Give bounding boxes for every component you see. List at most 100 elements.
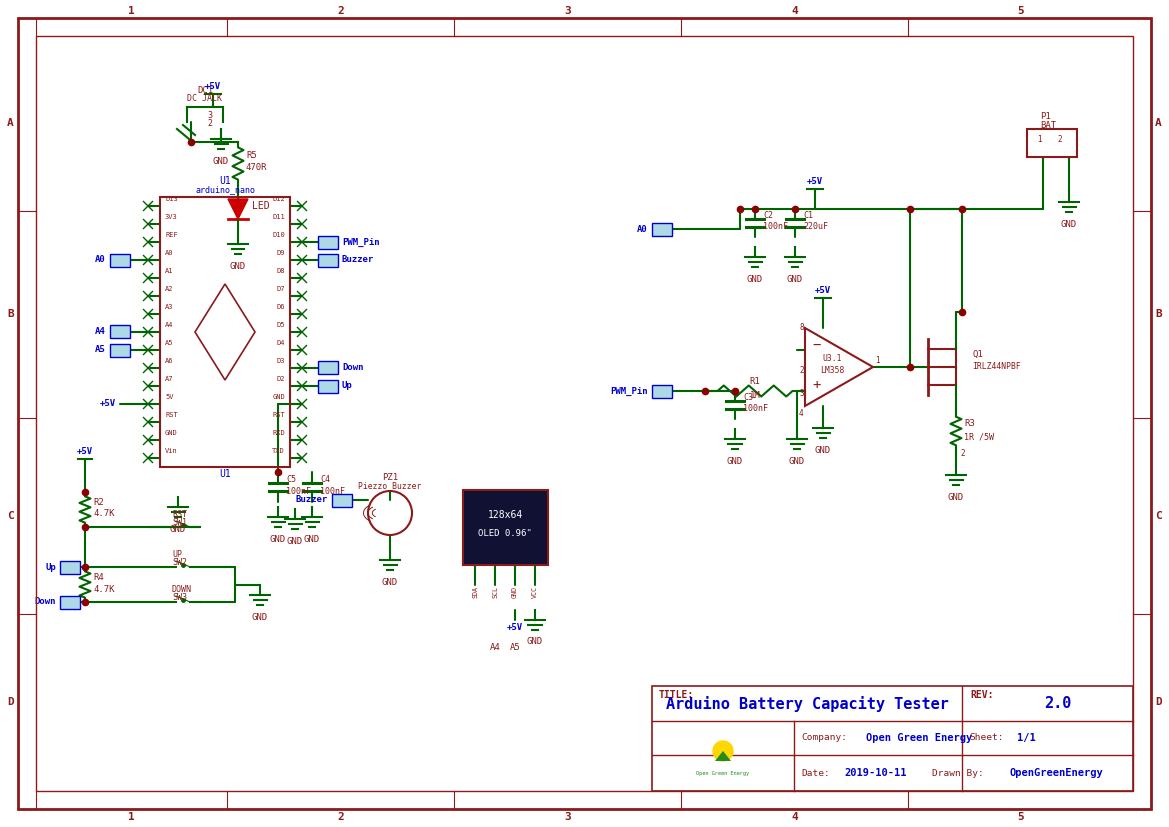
Text: 3: 3 xyxy=(565,6,570,16)
Text: TITLE:: TITLE: xyxy=(659,690,694,700)
Text: Down: Down xyxy=(343,364,364,372)
Text: OpenGreenEnergy: OpenGreenEnergy xyxy=(1009,768,1102,778)
Text: A5: A5 xyxy=(510,643,520,652)
Text: Company:: Company: xyxy=(801,734,848,743)
Text: A: A xyxy=(1155,118,1162,128)
Text: A1: A1 xyxy=(165,268,173,274)
Text: 2: 2 xyxy=(1057,135,1061,144)
Text: D13: D13 xyxy=(165,196,178,202)
Text: A4: A4 xyxy=(165,322,173,328)
Text: D7: D7 xyxy=(277,286,285,292)
Text: arduino_nano: arduino_nano xyxy=(195,185,255,194)
Text: 100nF: 100nF xyxy=(286,487,311,496)
Text: 100nF: 100nF xyxy=(320,487,345,496)
Text: 5V: 5V xyxy=(165,394,173,400)
Text: Buzzer: Buzzer xyxy=(343,256,374,265)
Text: +5V: +5V xyxy=(807,177,823,186)
Text: RST: RST xyxy=(172,510,187,519)
Text: GND: GND xyxy=(253,613,268,622)
Text: LED: LED xyxy=(253,201,270,211)
Text: A4: A4 xyxy=(490,643,500,652)
Text: 1R /5W: 1R /5W xyxy=(964,432,994,441)
Bar xyxy=(110,326,130,338)
Text: PWM_Pin: PWM_Pin xyxy=(343,237,380,246)
Text: A2: A2 xyxy=(165,286,173,292)
Text: 220uF: 220uF xyxy=(803,222,828,231)
Bar xyxy=(60,595,79,609)
Text: Down: Down xyxy=(35,597,56,606)
Bar xyxy=(652,222,672,236)
Text: D11: D11 xyxy=(272,214,285,220)
Text: GND: GND xyxy=(382,578,399,587)
Text: D8: D8 xyxy=(277,268,285,274)
Text: 2: 2 xyxy=(337,6,344,16)
Text: C4: C4 xyxy=(320,475,330,484)
Text: U1: U1 xyxy=(219,469,230,479)
Text: A0: A0 xyxy=(95,256,106,265)
Text: 4: 4 xyxy=(798,409,803,418)
Text: C: C xyxy=(1155,510,1162,521)
Text: Vin: Vin xyxy=(165,448,178,454)
Bar xyxy=(1028,129,1077,157)
Text: +: + xyxy=(812,378,821,392)
Text: +5V: +5V xyxy=(77,447,94,456)
Bar xyxy=(652,686,1133,791)
Text: 2019-10-11: 2019-10-11 xyxy=(844,768,906,778)
Bar xyxy=(110,254,130,266)
Text: D2: D2 xyxy=(277,376,285,382)
Text: C5: C5 xyxy=(286,475,296,484)
Text: 128x64: 128x64 xyxy=(487,510,523,520)
Text: PZ1: PZ1 xyxy=(382,473,399,482)
Text: B: B xyxy=(1155,309,1162,319)
Text: R1: R1 xyxy=(749,377,760,386)
Text: 5: 5 xyxy=(1017,6,1024,16)
Text: U3.1: U3.1 xyxy=(822,354,842,363)
Text: D: D xyxy=(7,697,14,707)
Text: Arduino Battery Capacity Tester: Arduino Battery Capacity Tester xyxy=(665,696,948,711)
Text: DC1: DC1 xyxy=(196,86,213,95)
Text: SW3: SW3 xyxy=(172,593,187,602)
Text: GND: GND xyxy=(727,457,743,466)
Text: LM358: LM358 xyxy=(819,366,844,375)
Text: 1: 1 xyxy=(129,6,134,16)
Text: OLED 0.96": OLED 0.96" xyxy=(478,528,532,538)
Text: D12: D12 xyxy=(272,196,285,202)
Text: Open Green Energy: Open Green Energy xyxy=(866,733,973,743)
Text: SW1: SW1 xyxy=(172,518,187,527)
Text: 5: 5 xyxy=(1017,811,1024,821)
Bar xyxy=(332,494,352,506)
Text: Open Green Energy: Open Green Energy xyxy=(697,772,749,777)
Text: BAT: BAT xyxy=(1040,121,1056,130)
Text: C: C xyxy=(7,510,14,521)
Text: −: − xyxy=(812,338,821,352)
Text: GND: GND xyxy=(512,586,518,599)
Text: C1: C1 xyxy=(803,211,812,220)
Text: A: A xyxy=(7,118,14,128)
Text: 1/1: 1/1 xyxy=(1017,733,1036,743)
Text: 1M: 1M xyxy=(749,391,760,400)
Text: U1: U1 xyxy=(219,176,230,186)
Text: 2: 2 xyxy=(960,449,964,458)
Text: IRLZ44NPBF: IRLZ44NPBF xyxy=(971,362,1021,371)
Text: 3V3: 3V3 xyxy=(165,214,178,220)
Text: P1: P1 xyxy=(1040,112,1051,121)
Text: GND: GND xyxy=(270,535,286,544)
Bar xyxy=(160,197,290,467)
Bar xyxy=(110,343,130,356)
Text: R3: R3 xyxy=(964,419,975,428)
Text: 100nF: 100nF xyxy=(763,222,788,231)
Text: D3: D3 xyxy=(277,358,285,364)
Text: 470R: 470R xyxy=(245,162,268,171)
Text: Piezzo Buzzer: Piezzo Buzzer xyxy=(359,482,422,491)
Bar xyxy=(463,490,547,565)
Text: RXD: RXD xyxy=(272,430,285,436)
Text: +5V: +5V xyxy=(815,286,831,295)
Text: GND: GND xyxy=(286,537,303,546)
Text: GND: GND xyxy=(789,457,805,466)
Text: 4: 4 xyxy=(791,811,798,821)
Text: DOWN: DOWN xyxy=(172,585,192,594)
Text: GND: GND xyxy=(815,446,831,455)
Text: D4: D4 xyxy=(277,340,285,346)
Text: Date:: Date: xyxy=(801,768,830,777)
Text: DC JACK: DC JACK xyxy=(187,94,222,103)
